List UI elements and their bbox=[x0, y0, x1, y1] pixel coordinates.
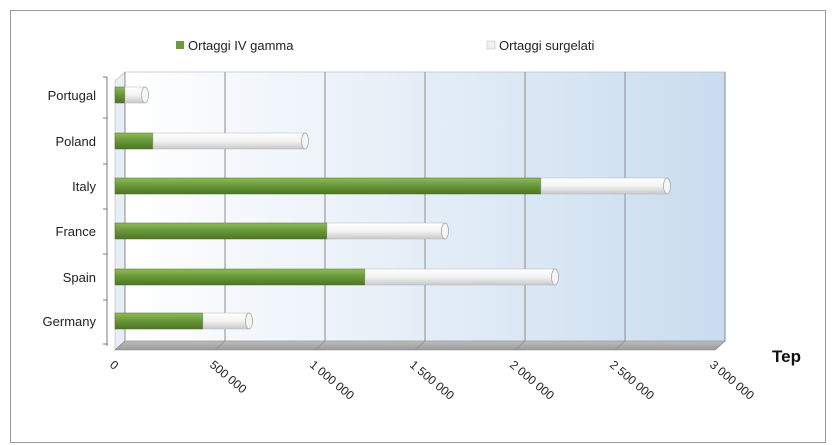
bar-end-cap-italy bbox=[663, 177, 671, 195]
bar-france-ortaggi-surgelati bbox=[326, 222, 446, 240]
category-label-germany: Germany bbox=[43, 314, 97, 329]
bar-end-cap-germany bbox=[245, 312, 253, 330]
category-label-france: France bbox=[56, 224, 96, 239]
legend-swatch-ortaggi-surgelati bbox=[486, 40, 496, 50]
bar-portugal-ortaggi-iv-gamma bbox=[114, 86, 126, 104]
x-tick-label: 500 000 bbox=[207, 358, 249, 397]
x-tick-label: 2 500 000 bbox=[607, 358, 657, 403]
bar-end-cap-france bbox=[441, 222, 449, 240]
bar-germany-ortaggi-surgelati bbox=[202, 312, 250, 330]
bar-italy-ortaggi-iv-gamma bbox=[114, 177, 542, 195]
bar-end-cap-portugal bbox=[141, 86, 149, 104]
legend-label-ortaggi-iv-gamma: Ortaggi IV gamma bbox=[188, 38, 294, 53]
x-gridline-floor bbox=[414, 340, 426, 351]
bar-poland-ortaggi-surgelati bbox=[152, 132, 306, 150]
x-gridline-floor bbox=[714, 340, 726, 351]
x-gridline-floor bbox=[114, 340, 126, 351]
bar-spain-ortaggi-surgelati bbox=[364, 268, 556, 286]
bar-italy-ortaggi-surgelati bbox=[540, 177, 668, 195]
x-tick-label: 1 000 000 bbox=[307, 358, 357, 403]
bar-poland-ortaggi-iv-gamma bbox=[114, 132, 154, 150]
x-gridline-floor bbox=[514, 340, 526, 351]
bar-end-cap-poland bbox=[301, 132, 309, 150]
x-tick-label: 0 bbox=[107, 358, 121, 373]
category-label-poland: Poland bbox=[56, 134, 96, 149]
x-tick-label: 1 500 000 bbox=[407, 358, 457, 403]
category-label-italy: Italy bbox=[72, 179, 96, 194]
bar-france-ortaggi-iv-gamma bbox=[114, 222, 328, 240]
x-gridline-floor bbox=[214, 340, 226, 351]
bar-germany-ortaggi-iv-gamma bbox=[114, 312, 204, 330]
category-label-spain: Spain bbox=[63, 270, 96, 285]
plot-side-wall bbox=[114, 71, 126, 351]
x-axis-unit-label: Tep bbox=[772, 347, 801, 366]
bar-end-cap-spain bbox=[551, 268, 559, 286]
x-tick-label: 3 000 000 bbox=[707, 358, 757, 403]
legend-swatch-ortaggi-iv-gamma bbox=[176, 41, 184, 49]
bar-spain-ortaggi-iv-gamma bbox=[114, 268, 366, 286]
x-gridline-floor bbox=[614, 340, 626, 351]
category-label-portugal: Portugal bbox=[48, 88, 97, 103]
x-gridline-floor bbox=[314, 340, 326, 351]
legend-label-ortaggi-surgelati: Ortaggi surgelati bbox=[499, 38, 594, 53]
x-tick-label: 2 000 000 bbox=[507, 358, 557, 403]
